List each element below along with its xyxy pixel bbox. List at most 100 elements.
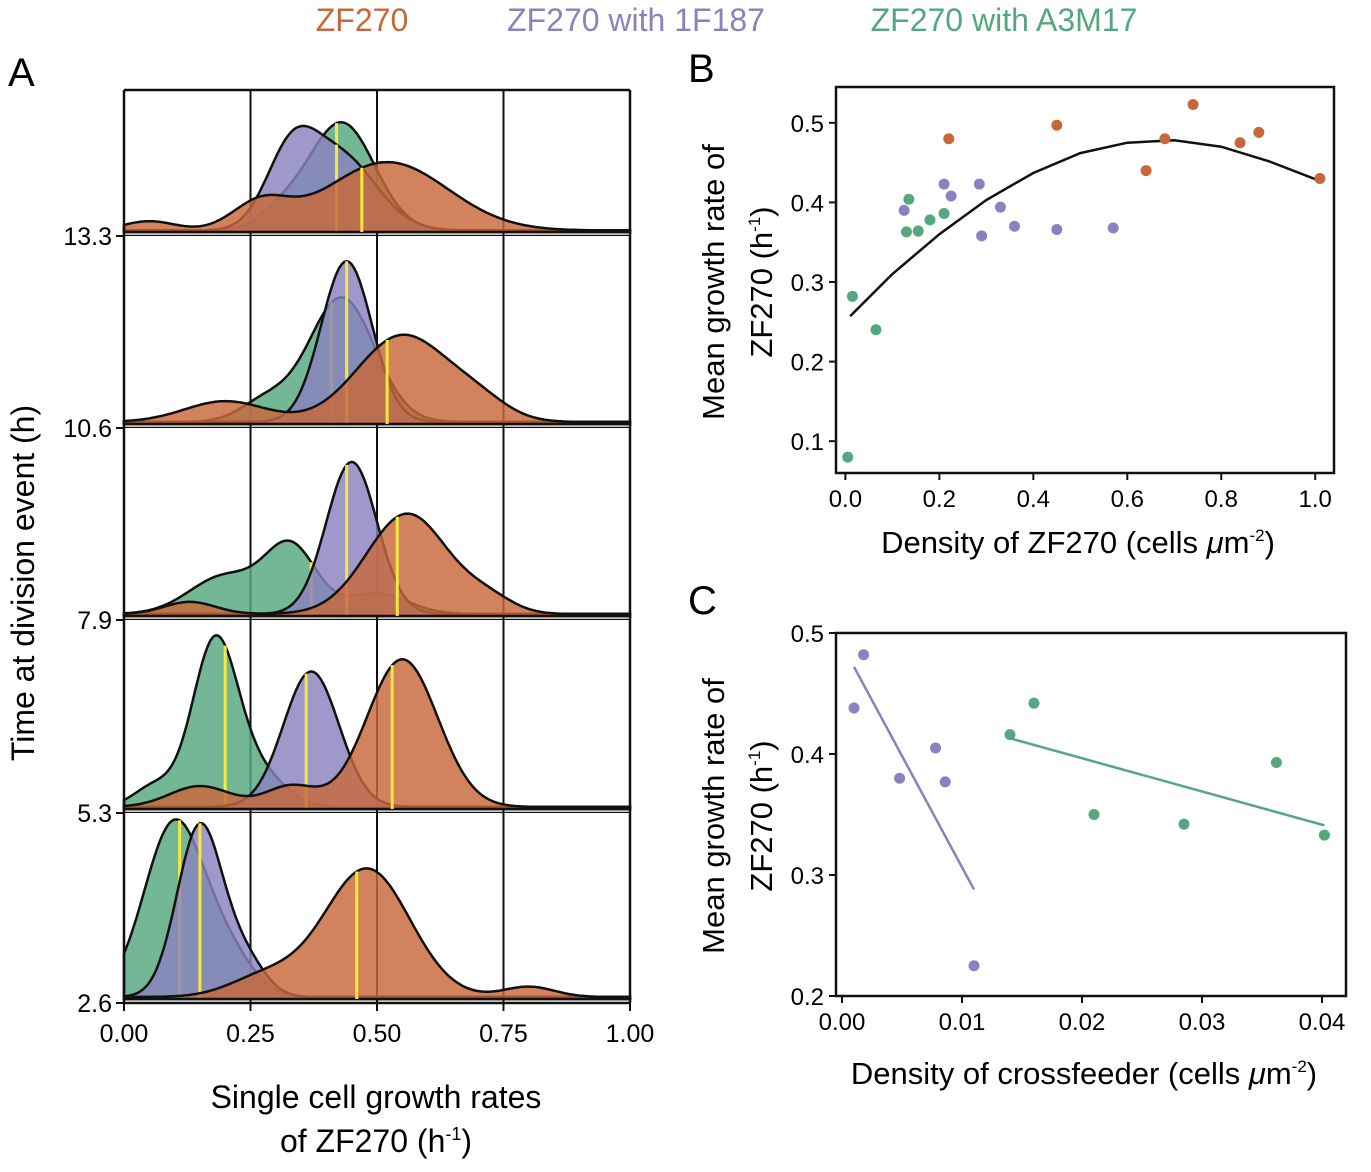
x-tick-label: 0.6	[1111, 486, 1144, 513]
ridge-time-label: 13.3	[63, 223, 112, 251]
point-zf270-with-a3m17	[1178, 818, 1190, 830]
ridge-row-10-6: 10.6	[63, 236, 632, 443]
point-zf270-with-1f187	[1051, 223, 1063, 235]
point-zf270-with-a3m17	[912, 225, 924, 237]
point-zf270-with-a3m17	[1028, 697, 1040, 709]
point-zf270-with-1f187	[898, 204, 910, 216]
point-zf270-with-a3m17	[846, 290, 858, 302]
panel-c-x-label-mu: μ	[1248, 1056, 1266, 1091]
point-zf270-with-1f187	[1009, 220, 1021, 232]
panel-a-y-label: Time at division event (h)	[5, 405, 41, 761]
panel-c-label: C	[688, 579, 717, 623]
panel-a-x-tick-label: 1.00	[606, 1020, 655, 1048]
x-tick-label: 0.04	[1299, 1009, 1346, 1036]
panel-c-y-label-line2: ZF270 (h-1)	[744, 740, 779, 891]
panel-c-x-label-sup: -2	[1292, 1057, 1307, 1076]
panel-b-x-label-unit: m	[1224, 525, 1250, 560]
y-tick-label: 0.1	[791, 429, 824, 456]
panel-a-x-tick-label: 0.50	[353, 1020, 402, 1048]
panel-b-x-label-mu: μ	[1206, 525, 1224, 560]
point-zf270-with-a3m17	[903, 193, 915, 205]
point-zf270-with-a3m17	[1088, 809, 1100, 820]
ridge-time-label: 5.3	[77, 800, 112, 828]
panel-a-x-label-line2: of ZF270 (h-1)	[280, 1123, 472, 1159]
plot-frame	[834, 631, 1348, 998]
x-tick-label: 0.02	[1059, 1009, 1106, 1036]
legend-entry-zf270: ZF270	[316, 2, 408, 38]
y-tick-label: 0.2	[791, 984, 824, 1011]
x-tick-label: 0.2	[923, 486, 956, 513]
ridge-time-label: 10.6	[63, 415, 112, 443]
point-zf270-with-1f187	[848, 702, 860, 714]
x-tick-label: 0.00	[819, 1009, 866, 1036]
panel-b: B 0.0 0.2 0.4 0.6 0.8 1.0 0.1 0.2 0.3 0.4 0.5 Dens…	[688, 47, 1336, 560]
ridge-time-label: 2.6	[77, 990, 112, 1018]
point-zf270	[1314, 173, 1326, 185]
ridge-row-13-3: 13.3	[63, 90, 632, 251]
panel-b-y-label-sup: -1	[745, 217, 764, 232]
panel-a-label: A	[8, 51, 35, 95]
panel-b-x-label-end: )	[1265, 525, 1275, 560]
point-zf270-with-a3m17	[938, 208, 950, 220]
panel-a-x-label-line1: Single cell growth rates	[211, 1079, 542, 1115]
panel-a-x-axis: 0.00 0.25 0.50 0.75 1.00	[100, 1003, 655, 1048]
point-zf270	[1234, 137, 1246, 149]
panel-c: C 0.00 0.01 0.02 0.03 0.04 0.2 0.3 0.4 0.5 Densi…	[688, 579, 1348, 1091]
panel-a-x-tick-label: 0.75	[479, 1020, 528, 1048]
plot-frame	[834, 85, 1336, 475]
panel-c-y-label-text: ZF270 (h	[744, 766, 779, 892]
ridge-row-5-3: 5.3	[77, 620, 632, 828]
point-zf270-with-1f187	[968, 960, 980, 972]
point-zf270	[1051, 119, 1063, 131]
legend: ZF270 ZF270 with 1F187 ZF270 with A3M17	[316, 2, 1138, 38]
point-zf270-with-1f187	[976, 230, 988, 242]
point-zf270	[1159, 133, 1171, 145]
panel-b-y-label-text: ZF270 (h	[744, 232, 779, 358]
point-zf270-with-1f187	[938, 178, 950, 190]
x-tick-label: 0.8	[1205, 486, 1238, 513]
panel-b-label: B	[688, 47, 715, 91]
x-tick-label: 0.4	[1017, 486, 1050, 513]
point-zf270-with-1f187	[994, 201, 1006, 213]
point-zf270-with-1f187	[945, 190, 957, 202]
panel-b-x-label-sup: -2	[1249, 526, 1264, 545]
panel-a-x-tick-label: 0.00	[100, 1020, 149, 1048]
x-tick-label: 1.0	[1299, 486, 1332, 513]
point-zf270-with-1f187	[930, 742, 942, 754]
panel-a-x-label-text: of ZF270 (h	[280, 1123, 445, 1159]
point-zf270-with-1f187	[894, 772, 906, 784]
point-zf270-with-a3m17	[870, 324, 882, 336]
panel-c-x-label-end: )	[1307, 1056, 1317, 1091]
panel-a-x-label-end: )	[461, 1123, 472, 1159]
panel-b-x-label-text: Density of ZF270 (cells	[881, 525, 1207, 560]
fit-line-zf270-with-a3m17	[1009, 737, 1325, 827]
y-tick-label: 0.3	[791, 270, 824, 297]
ridge-row-2-6: 2.6	[77, 813, 632, 1018]
density-zf270	[122, 867, 632, 1001]
panel-c-x-label-unit: m	[1266, 1056, 1292, 1091]
point-zf270-with-a3m17	[1318, 829, 1330, 841]
point-zf270-with-a3m17	[842, 451, 854, 463]
y-tick-label: 0.4	[791, 190, 824, 217]
panel-a: A 13.3 10.6 7.9 5.3 2.6 0.00 0.25 0.50 0.75 1.00…	[5, 51, 654, 1159]
panel-b-y-label-line1: Mean growth rate of	[696, 144, 731, 420]
point-zf270-with-1f187	[858, 649, 870, 661]
density-zf270	[122, 333, 632, 426]
panel-b-plot: 0.0 0.2 0.4 0.6 0.8 1.0 0.1 0.2 0.3 0.4 0.5	[791, 85, 1336, 513]
point-zf270	[1187, 99, 1199, 111]
point-zf270-with-1f187	[1107, 222, 1119, 234]
ridge-time-label: 7.9	[77, 607, 112, 635]
point-zf270-with-a3m17	[1004, 729, 1016, 741]
density-zf270	[122, 160, 632, 234]
panel-b-y-label-end: )	[744, 206, 779, 216]
point-zf270-with-a3m17	[924, 214, 936, 226]
ridgeline-plot: 13.3 10.6 7.9 5.3 2.6	[63, 88, 632, 1018]
point-zf270	[943, 133, 955, 145]
y-tick-label: 0.5	[791, 621, 824, 648]
point-zf270-with-1f187	[939, 776, 951, 788]
density-zf270	[122, 658, 632, 811]
panel-b-x-label: Density of ZF270 (cells μm-2)	[881, 525, 1275, 560]
ridge-row-7-9: 7.9	[77, 428, 632, 635]
panel-c-plot: 0.00 0.01 0.02 0.03 0.04 0.2 0.3 0.4 0.5	[791, 621, 1348, 1036]
